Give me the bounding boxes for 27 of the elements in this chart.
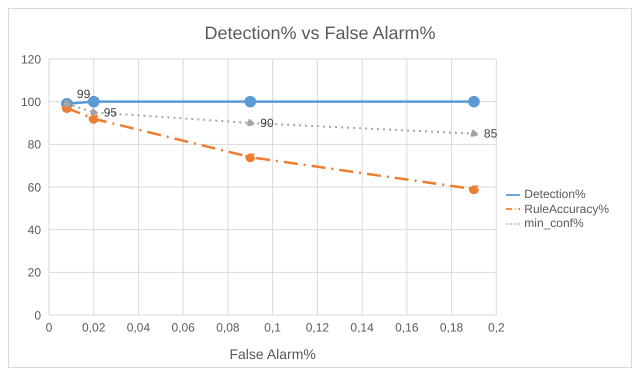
y-tick-label: 100 <box>20 94 42 109</box>
y-tick-label: 20 <box>28 266 42 280</box>
y-tick-label: 80 <box>28 138 42 152</box>
x-tick-label: 0,04 <box>126 320 150 335</box>
y-tick-label: 40 <box>28 222 42 237</box>
x-tick-label: 0,16 <box>395 320 419 335</box>
data-label: 95 <box>104 105 118 120</box>
x-axis-title: False Alarm% <box>229 346 316 362</box>
legend-label: min_conf% <box>524 216 584 230</box>
x-tick-label: 0,02 <box>82 320 106 335</box>
y-tick-label: 0 <box>34 308 42 322</box>
data-label: 90 <box>260 116 274 130</box>
x-tick-label: 0,18 <box>440 320 464 335</box>
legend-label: Detection% <box>524 186 586 201</box>
chart-title: Detection% vs False Alarm% <box>203 22 437 45</box>
legend-label: RuleAccuracy% <box>524 202 609 216</box>
x-tick-label: 0,08 <box>216 320 240 335</box>
x-tick-label: 0,14 <box>350 320 374 335</box>
x-tick-label: 0 <box>46 320 53 335</box>
data-label: 99 <box>76 86 91 101</box>
y-tick-label: 120 <box>20 52 42 66</box>
y-tick-label: 60 <box>28 180 42 194</box>
data-label: 85 <box>484 126 498 141</box>
x-tick-label: 0,2 <box>488 320 505 335</box>
x-tick-label: 0,06 <box>172 320 196 335</box>
x-tick-label: 0,1 <box>264 320 282 335</box>
x-tick-label: 0,12 <box>306 320 330 335</box>
